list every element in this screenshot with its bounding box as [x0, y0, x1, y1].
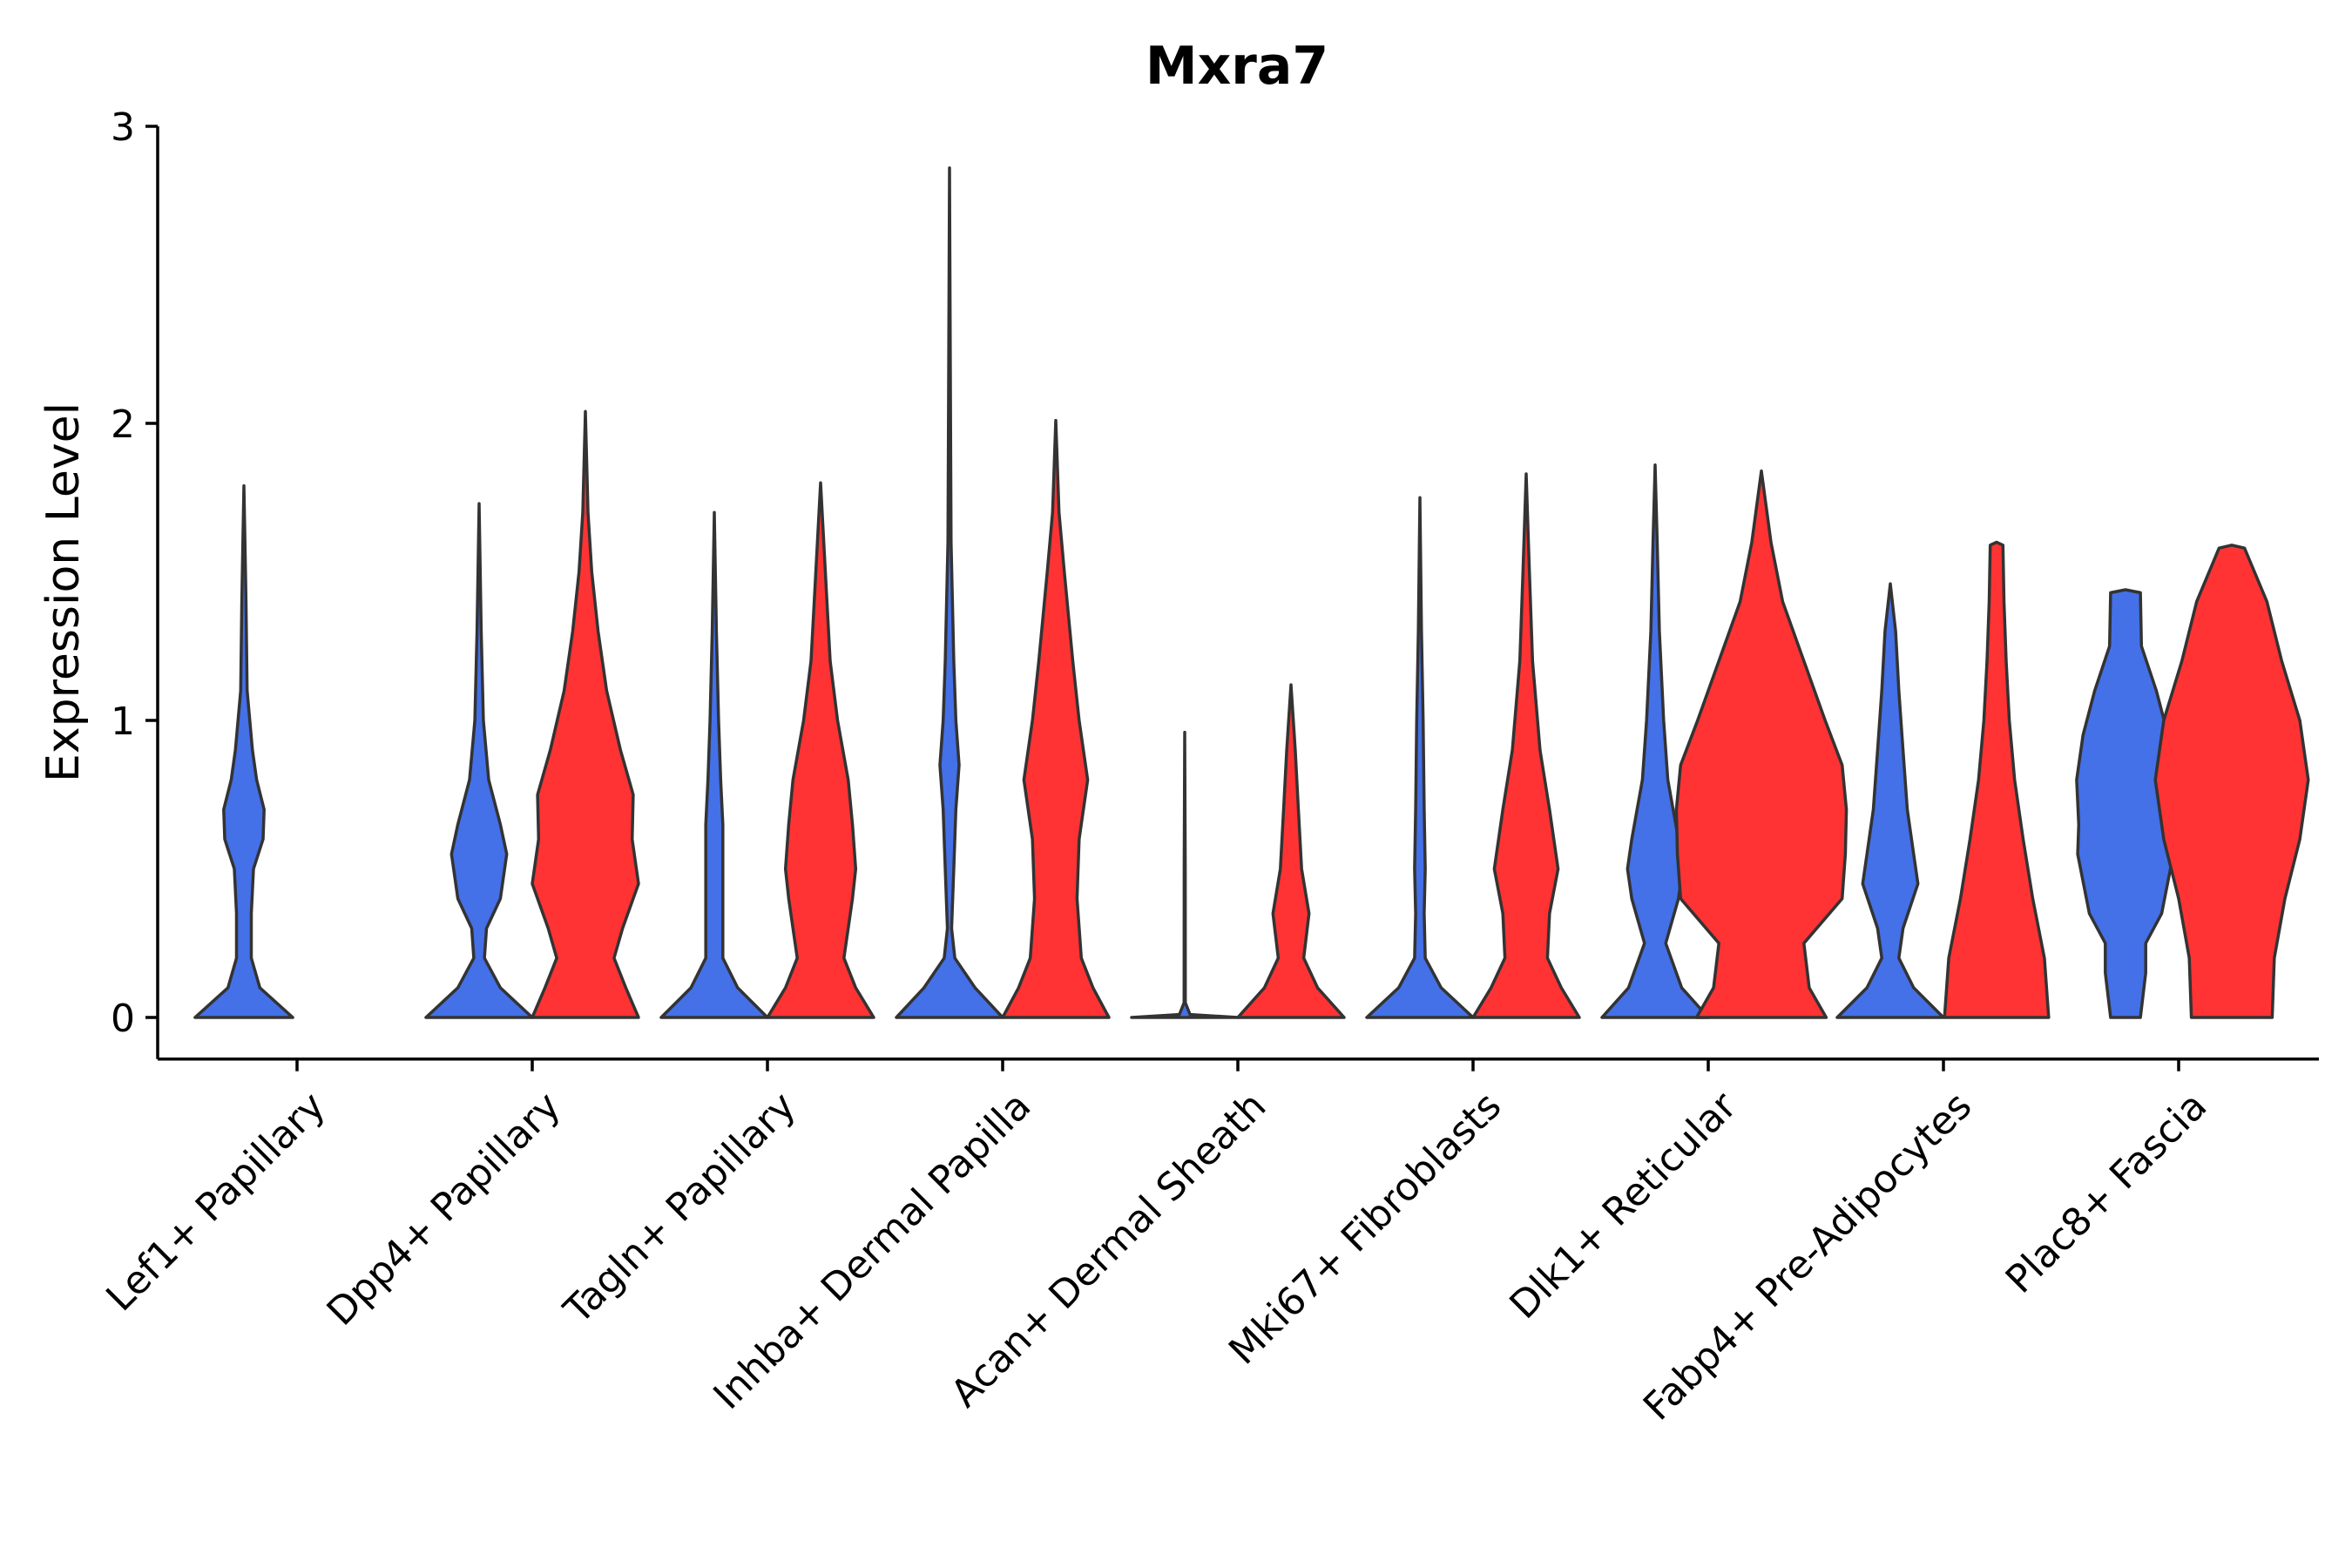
x-tick-label: Plac8+ Fascia	[1997, 1084, 2216, 1302]
violin-1-fabp4-pre-adipocytes	[1835, 582, 1945, 1019]
y-tick-label: 2	[111, 402, 135, 447]
violin-2-plac8-fascia	[2153, 544, 2310, 1019]
violin-1-mki67-fibroblasts	[1365, 496, 1475, 1019]
violin-2-tagln-papillary	[766, 481, 875, 1019]
y-tick-label: 3	[111, 105, 135, 150]
violin-1-dpp4-papillary	[424, 502, 534, 1019]
violin-1-tagln-papillary	[659, 510, 769, 1019]
x-tick-label: Dpp4+ Papillary	[319, 1084, 570, 1335]
x-tick-label: Tagln+ Papillary	[555, 1084, 804, 1333]
violin-2-dlk1-reticular	[1674, 469, 1848, 1019]
violin-1-acan-dermal-sheath	[1130, 730, 1240, 1019]
violin-2-mki67-fibroblasts	[1471, 472, 1581, 1019]
violin-2-acan-dermal-sheath	[1236, 683, 1346, 1019]
y-tick-label: 0	[111, 997, 135, 1041]
chart-title: Mxra7	[1146, 36, 1328, 97]
violins-layer	[193, 166, 2310, 1019]
violin-2-fabp4-pre-adipocytes	[1943, 540, 2051, 1019]
y-axis-label: Expression Level	[37, 402, 90, 782]
x-tick-label: Mki67+ Fibroblasts	[1220, 1084, 1510, 1373]
y-tick-label: 1	[111, 700, 135, 744]
x-tick-label: Dlk1+ Reticular	[1501, 1083, 1746, 1328]
violin-1-inhba-dermal-papilla	[895, 166, 1004, 1019]
violin-2-dpp4-papillary	[531, 409, 640, 1019]
x-tick-label: Lef1+ Papillary	[98, 1084, 334, 1320]
violin-1-lef1-papillary	[193, 483, 294, 1019]
violin-2-inhba-dermal-papilla	[1001, 418, 1111, 1019]
